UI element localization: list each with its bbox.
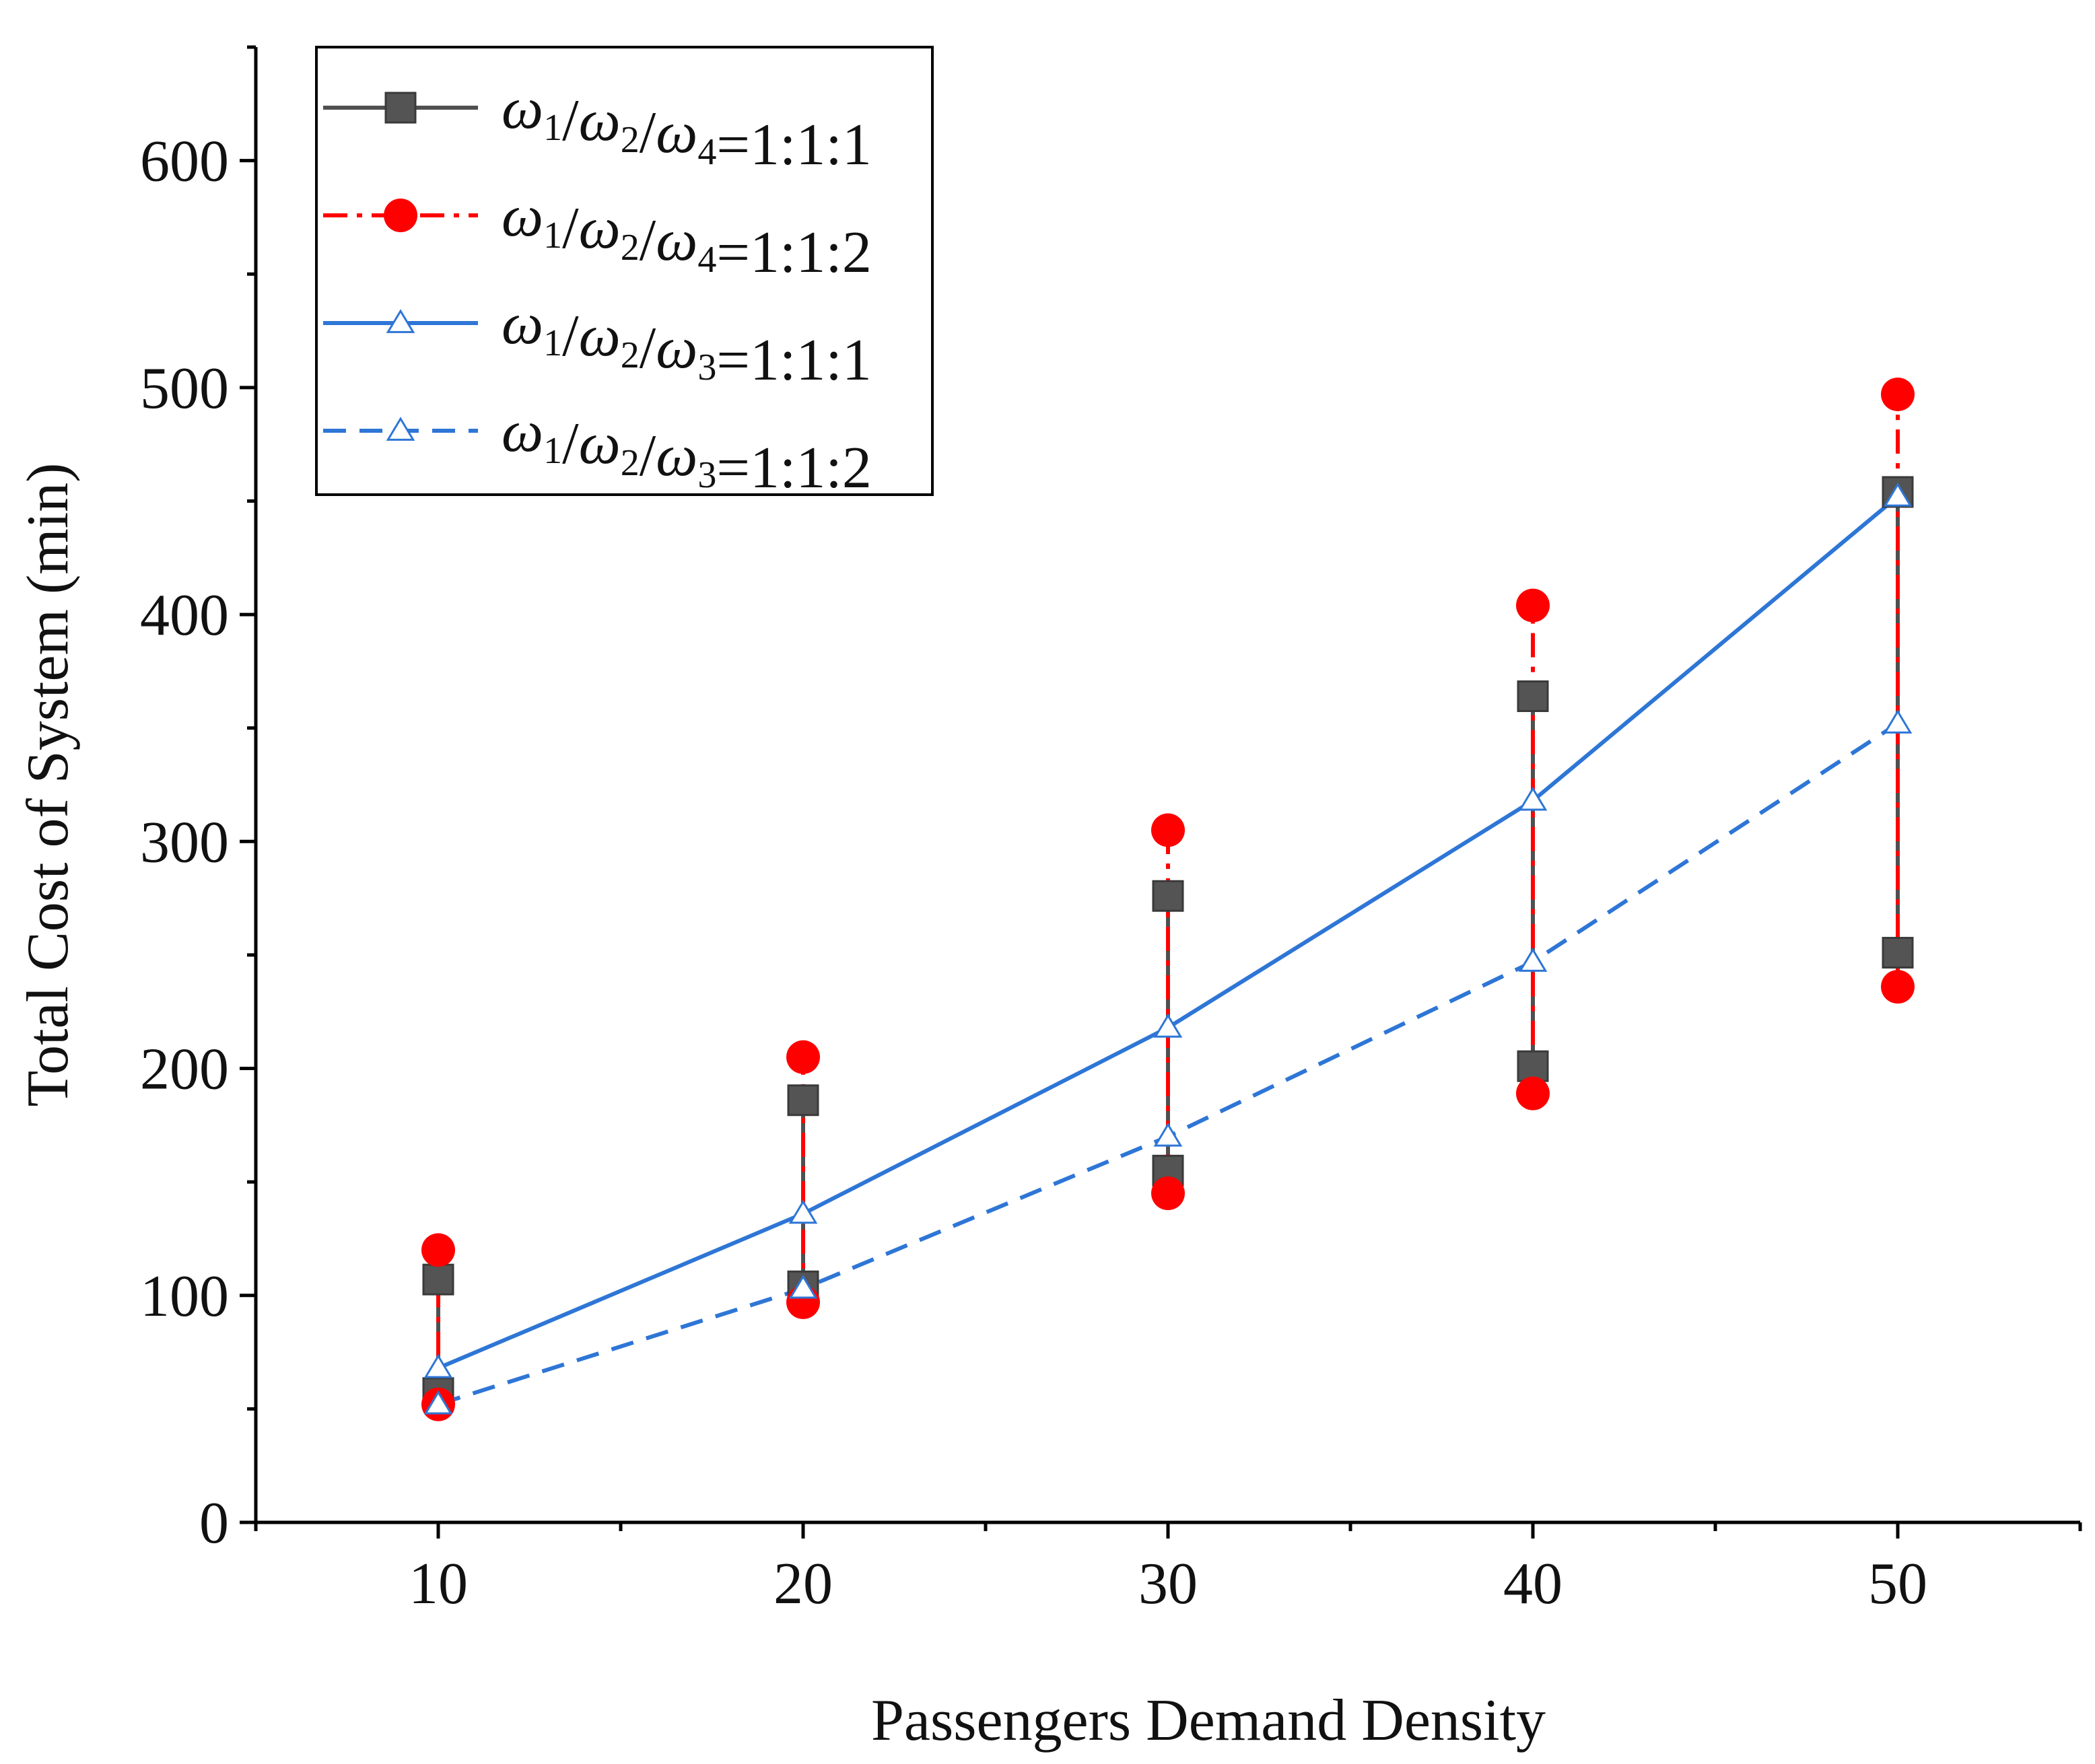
legend-label: ω1/ω2/ω3=1:1:1 [502,291,872,393]
series-3-markers [423,482,1913,1378]
legend-swatch-marker [384,92,417,124]
series-2-point-high [1881,377,1915,411]
series-2-point-high [1151,813,1185,847]
series-4-point [423,1390,453,1415]
x-tick-label: 10 [409,1551,468,1617]
series-4-markers [423,709,1913,1415]
series-2-point-high [1516,588,1550,623]
series-1-point-low [1517,1050,1549,1082]
series-3-point [1518,786,1548,811]
series-2-point-low [1151,1176,1185,1211]
legend-swatch-marker [384,199,417,232]
series-1-point-high [1152,880,1184,912]
legend-label: ω1/ω2/ω3=1:1:2 [502,399,872,501]
y-tick-label: 500 [140,356,229,421]
legend-label: ω1/ω2/ω4=1:1:2 [502,184,872,285]
legend-label: ω1/ω2/ω4=1:1:1 [502,76,872,178]
series-2-point-low [1516,1076,1550,1110]
x-tick-label: 40 [1503,1551,1562,1617]
legend: ω1/ω2/ω4=1:1:1ω1/ω2/ω4=1:1:2ω1/ω2/ω3=1:1… [315,46,934,501]
y-tick-label: 400 [140,583,229,648]
x-tick-label: 30 [1138,1551,1198,1617]
series-4-point [788,1274,818,1299]
series-1-point-high [1517,680,1549,712]
series-2-point-high [786,1040,820,1074]
y-tick-label: 300 [140,810,229,875]
series-3-point [423,1353,453,1378]
series-1-point-low [1882,937,1914,969]
x-axis-title: Passengers Demand Density [871,1688,1546,1753]
series-1-point-high [422,1263,454,1296]
series-4-point [1518,948,1548,972]
series-4-point [1153,1122,1183,1147]
y-tick-label: 200 [140,1037,229,1102]
series-2-point-high [421,1233,455,1267]
legend-item-3: ω1/ω2/ω3=1:1:1 [323,291,872,393]
series-2-point-low [1881,970,1915,1004]
legend-box [315,46,934,496]
series-3-point [1153,1014,1183,1038]
plot-area [421,377,1915,1421]
y-tick-label: 600 [140,129,229,195]
legend-swatch-marker [386,417,415,441]
x-tick-label: 20 [774,1551,833,1617]
series-1-point-high [787,1084,819,1117]
legend-item-2: ω1/ω2/ω4=1:1:2 [323,184,872,285]
series-3-point [788,1199,818,1224]
y-tick-label: 100 [140,1264,229,1329]
y-axis-title: Total Cost of System (min) [15,463,81,1107]
legend-swatch-marker [386,309,415,333]
series-3-point [1883,482,1913,507]
legend-item-4: ω1/ω2/ω3=1:1:2 [323,399,872,501]
y-tick-label: 0 [199,1491,229,1556]
x-tick-label: 50 [1868,1551,1927,1617]
axes: 0 100 200 300 400 500 600 10 20 30 40 50 Passengers … [15,45,2082,1753]
series-4-point [1883,709,1913,734]
legend-item-1: ω1/ω2/ω4=1:1:1 [323,76,872,178]
